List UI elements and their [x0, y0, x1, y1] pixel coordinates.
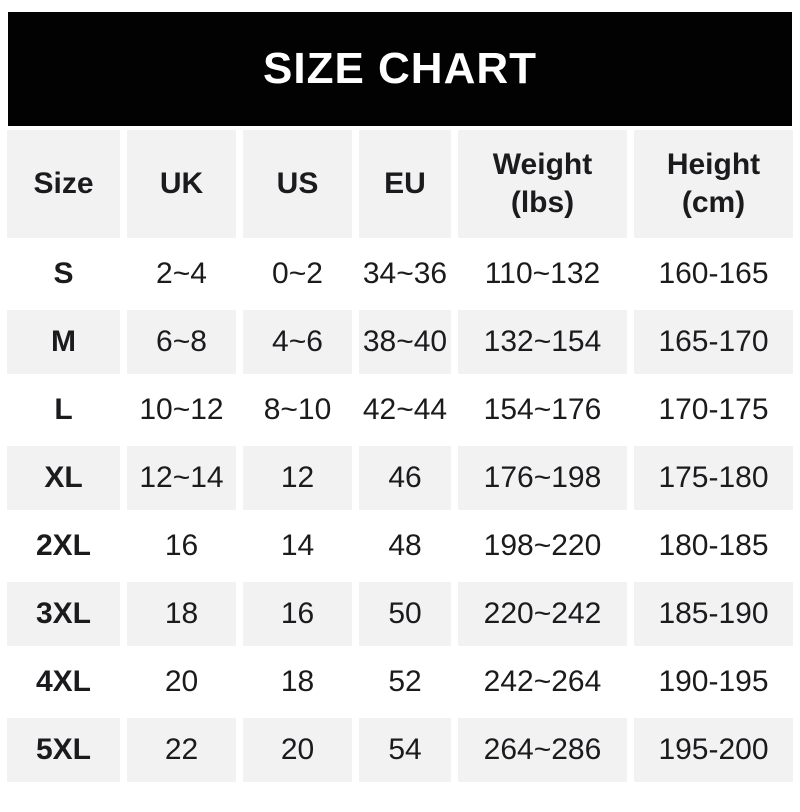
- table-row-5xl: 5XL 22 20 54 264~286 195-200: [7, 718, 793, 782]
- cell-eu: 38~40: [359, 310, 451, 374]
- cell-size: 5XL: [7, 718, 120, 782]
- cell-eu: 46: [359, 446, 451, 510]
- title-banner: SIZE CHART: [8, 12, 792, 126]
- table-row-2xl: 2XL 16 14 48 198~220 180-185: [7, 514, 793, 578]
- cell-us: 12: [243, 446, 352, 510]
- table-row-4xl: 4XL 20 18 52 242~264 190-195: [7, 650, 793, 714]
- cell-size: 2XL: [7, 514, 120, 578]
- cell-height: 195-200: [634, 718, 793, 782]
- cell-uk: 10~12: [127, 378, 236, 442]
- cell-height: 175-180: [634, 446, 793, 510]
- cell-uk: 16: [127, 514, 236, 578]
- cell-size: L: [7, 378, 120, 442]
- column-header-eu: EU: [359, 130, 451, 238]
- cell-uk: 18: [127, 582, 236, 646]
- cell-eu: 42~44: [359, 378, 451, 442]
- table-row-l: L 10~12 8~10 42~44 154~176 170-175: [7, 378, 793, 442]
- cell-weight: 264~286: [458, 718, 627, 782]
- table-row-3xl: 3XL 18 16 50 220~242 185-190: [7, 582, 793, 646]
- cell-us: 0~2: [243, 242, 352, 306]
- cell-eu: 54: [359, 718, 451, 782]
- table-row-xl: XL 12~14 12 46 176~198 175-180: [7, 446, 793, 510]
- column-header-us: US: [243, 130, 352, 238]
- cell-weight: 176~198: [458, 446, 627, 510]
- cell-uk: 6~8: [127, 310, 236, 374]
- table-row-m: M 6~8 4~6 38~40 132~154 165-170: [7, 310, 793, 374]
- cell-size: M: [7, 310, 120, 374]
- cell-height: 185-190: [634, 582, 793, 646]
- cell-us: 4~6: [243, 310, 352, 374]
- cell-eu: 48: [359, 514, 451, 578]
- header-label-line: Height: [666, 147, 761, 181]
- cell-height: 170-175: [634, 378, 793, 442]
- size-chart-table: Size UK US EU Weight (lbs) Height (cm) S…: [0, 126, 800, 786]
- cell-us: 8~10: [243, 378, 352, 442]
- cell-uk: 22: [127, 718, 236, 782]
- column-header-uk: UK: [127, 130, 236, 238]
- cell-size: 3XL: [7, 582, 120, 646]
- cell-us: 14: [243, 514, 352, 578]
- cell-eu: 50: [359, 582, 451, 646]
- cell-height: 180-185: [634, 514, 793, 578]
- cell-size: XL: [7, 446, 120, 510]
- cell-eu: 34~36: [359, 242, 451, 306]
- cell-size: S: [7, 242, 120, 306]
- cell-weight: 220~242: [458, 582, 627, 646]
- header-label-line: (lbs): [510, 186, 575, 219]
- cell-height: 190-195: [634, 650, 793, 714]
- column-header-weight: Weight (lbs): [458, 130, 627, 238]
- cell-us: 18: [243, 650, 352, 714]
- size-chart-page: SIZE CHART Size UK US EU Weight (lbs) He: [0, 12, 800, 812]
- cell-eu: 52: [359, 650, 451, 714]
- table-row-s: S 2~4 0~2 34~36 110~132 160-165: [7, 242, 793, 306]
- cell-uk: 12~14: [127, 446, 236, 510]
- cell-us: 16: [243, 582, 352, 646]
- cell-weight: 110~132: [458, 242, 627, 306]
- header-label-line: (cm): [681, 186, 746, 219]
- page-title: SIZE CHART: [263, 44, 537, 93]
- cell-size: 4XL: [7, 650, 120, 714]
- header-label-line: Weight: [492, 147, 593, 181]
- cell-uk: 20: [127, 650, 236, 714]
- cell-weight: 154~176: [458, 378, 627, 442]
- cell-height: 160-165: [634, 242, 793, 306]
- column-header-size: Size: [7, 130, 120, 238]
- cell-uk: 2~4: [127, 242, 236, 306]
- cell-weight: 132~154: [458, 310, 627, 374]
- header-row: Size UK US EU Weight (lbs) Height (cm): [7, 130, 793, 238]
- cell-us: 20: [243, 718, 352, 782]
- cell-weight: 198~220: [458, 514, 627, 578]
- cell-weight: 242~264: [458, 650, 627, 714]
- cell-height: 165-170: [634, 310, 793, 374]
- column-header-height: Height (cm): [634, 130, 793, 238]
